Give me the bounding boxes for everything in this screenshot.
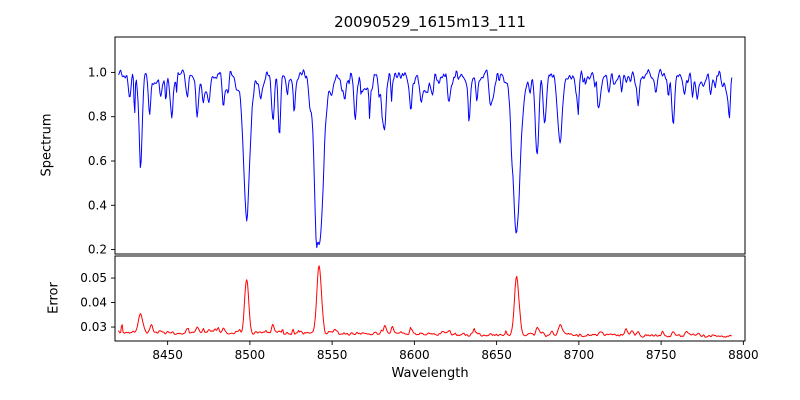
x-tick-label: 8500 <box>235 348 266 362</box>
x-tick-label: 8650 <box>481 348 512 362</box>
error-panel-frame <box>114 255 746 342</box>
x-tick-label: 8700 <box>564 348 595 362</box>
spectrum-panel-frame <box>114 36 746 255</box>
wavelength-axis-label: Wavelength <box>391 366 469 381</box>
x-tick-label: 8750 <box>646 348 677 362</box>
error-line <box>117 265 732 338</box>
spectrum-line <box>117 68 733 249</box>
y-tick-label: 0.05 <box>80 271 107 285</box>
x-tick-label: 8600 <box>399 348 430 362</box>
y-tick-label: 1.0 <box>88 65 107 79</box>
y-tick-label: 0.03 <box>80 320 107 334</box>
y-tick-label: 0.04 <box>80 296 107 310</box>
y-tick-label: 0.4 <box>88 198 107 212</box>
chart-title: 20090529_1615m13_111 <box>334 13 526 31</box>
x-tick-label: 8800 <box>728 348 759 362</box>
y-tick-label: 0.2 <box>88 243 107 257</box>
x-tick-label: 8450 <box>152 348 183 362</box>
x-tick-label: 8550 <box>317 348 348 362</box>
y-tick-label: 0.6 <box>88 154 107 168</box>
y-tick-label: 0.8 <box>88 110 107 124</box>
